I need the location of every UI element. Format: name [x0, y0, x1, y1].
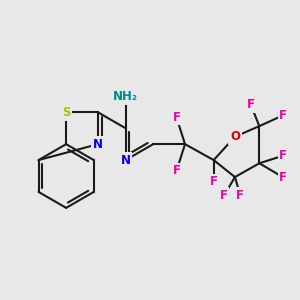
Text: F: F	[172, 164, 181, 177]
Text: NH₂: NH₂	[113, 90, 138, 103]
Text: F: F	[247, 98, 255, 111]
Text: F: F	[172, 111, 181, 124]
Text: F: F	[210, 175, 218, 188]
Text: S: S	[62, 106, 70, 119]
Text: F: F	[279, 149, 287, 162]
Text: N: N	[93, 138, 103, 151]
Text: F: F	[236, 189, 244, 202]
Text: F: F	[220, 189, 228, 202]
Text: F: F	[279, 171, 287, 184]
Text: F: F	[279, 109, 287, 122]
Text: O: O	[230, 130, 240, 143]
Text: N: N	[121, 154, 130, 166]
